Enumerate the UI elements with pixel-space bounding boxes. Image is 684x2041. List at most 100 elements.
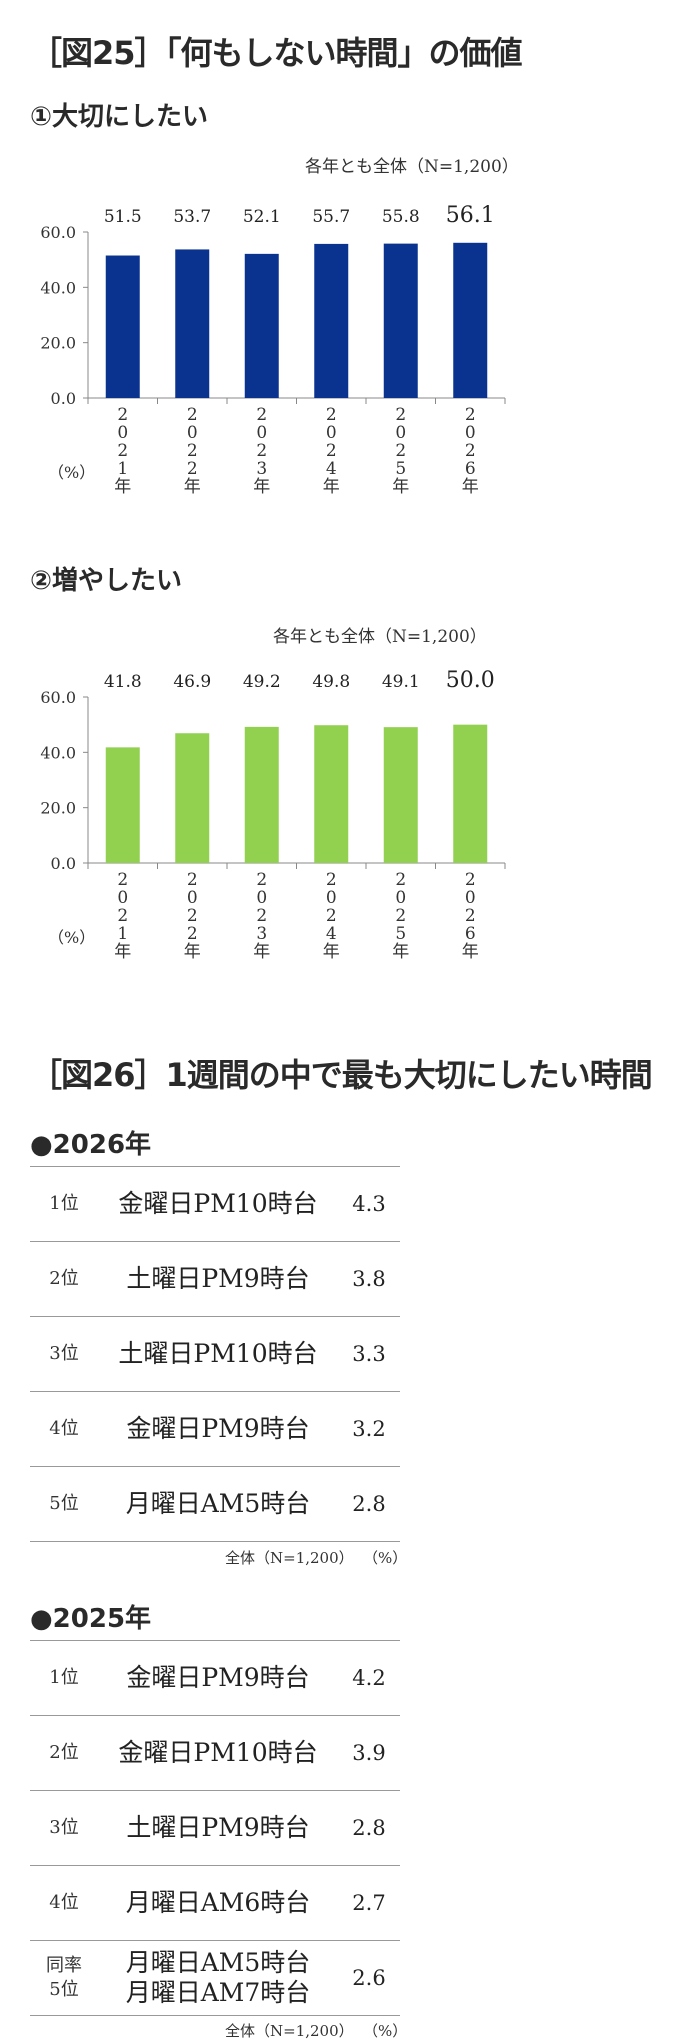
ranking-table-2025: 1位 金曜日PM9時台 4.2 2位 金曜日PM10時台 3.9 3位 土曜日PM9時台 2.8… [30, 1640, 400, 2016]
rank-position: 2位 [49, 1268, 79, 1289]
rank-heading-2025: ●2025年 [30, 1604, 152, 1634]
table-row: 1位 金曜日PM9時台 4.2 [30, 1640, 400, 1716]
data-label: 49.8 [312, 672, 350, 692]
rank-item: 土曜日PM9時台 [126, 1813, 310, 1842]
data-label: 55.7 [312, 207, 350, 227]
rank-heading-2026: ●2026年 [30, 1130, 152, 1160]
table-row: 3位 土曜日PM9時台 2.8 [30, 1791, 400, 1866]
rank-base-note-2026: 全体（N=1,200） [225, 1549, 354, 1567]
rank-value: 2.8 [352, 1816, 386, 1840]
chart2-subtitle: ②増やしたい [30, 566, 183, 596]
chart1-subtitle: ①大切にしたい [30, 102, 209, 132]
rank-item: 金曜日PM9時台 [126, 1414, 310, 1443]
rank-value: 2.6 [352, 1966, 386, 1990]
rank-item: 金曜日PM10時台 [118, 1738, 318, 1767]
bar [244, 726, 279, 863]
rank-position: 4位 [49, 1418, 79, 1439]
table-row: 3位 土曜日PM10時台 3.3 [30, 1317, 400, 1392]
rank-value: 2.8 [352, 1492, 386, 1516]
rank-base-note-2025: 全体（N=1,200） [225, 2022, 354, 2040]
rank-position: 5位 [49, 1493, 79, 1514]
unit-label: （%） [48, 928, 95, 947]
rank-position: 同率 5位 [46, 1955, 82, 2000]
table-row: 1位 金曜日PM10時台 4.3 [30, 1166, 400, 1242]
y-tick-label: 40.0 [40, 743, 76, 762]
rank-value: 4.3 [352, 1192, 386, 1216]
rank-position: 1位 [49, 1667, 79, 1688]
data-label: 51.5 [104, 207, 142, 227]
rank-item: 土曜日PM9時台 [126, 1264, 310, 1293]
data-label: 50.0 [446, 668, 495, 693]
chart1-sample-note: 各年とも全体（N=1,200） [305, 157, 519, 177]
table-row: 4位 月曜日AM6時台 2.7 [30, 1866, 400, 1941]
data-label: 41.8 [104, 672, 142, 692]
unit-label: （%） [48, 463, 95, 482]
fig26-title: ［図26］1週間の中で最も大切にしたい時間 [30, 1056, 653, 1094]
data-label: 49.2 [243, 672, 281, 692]
bar [453, 724, 488, 863]
rank-item: 土曜日PM10時台 [118, 1339, 318, 1368]
rank-item: 月曜日AM6時台 [125, 1888, 311, 1917]
rank-position: 2位 [49, 1742, 79, 1763]
rank-value: 3.2 [352, 1417, 386, 1441]
data-label: 55.8 [382, 207, 420, 227]
y-tick-label: 20.0 [40, 799, 76, 818]
table-row: 2位 金曜日PM10時台 3.9 [30, 1716, 400, 1791]
data-label: 49.1 [382, 672, 420, 692]
rank-position: 3位 [49, 1817, 79, 1838]
y-tick-label: 60.0 [40, 688, 76, 707]
data-label: 56.1 [446, 203, 495, 228]
rank-position: 4位 [49, 1892, 79, 1913]
data-label: 53.7 [173, 207, 211, 227]
bar [175, 733, 210, 863]
data-label: 46.9 [173, 672, 211, 692]
rank-position: 3位 [49, 1343, 79, 1364]
rank-unit-note-2025: （%） [363, 2022, 408, 2040]
chart2-bar-chart: 0.0 20.0 40.0 60.0 41.8 2 0 2 1 年 46.9 2 0 2 2 年 49.2 2 0 2… [40, 668, 506, 962]
y-tick-label: 60.0 [40, 223, 76, 242]
rank-value: 2.7 [352, 1891, 386, 1915]
bar [175, 249, 210, 398]
table-row: 2位 土曜日PM9時台 3.8 [30, 1242, 400, 1317]
rank-item: 月曜日AM5時台 [125, 1489, 311, 1518]
rank-item: 金曜日PM9時台 [126, 1663, 310, 1692]
bar [314, 243, 349, 398]
bar [383, 727, 418, 863]
bar [105, 255, 140, 398]
y-tick-label: 0.0 [51, 389, 76, 408]
ranking-table-2026: 1位 金曜日PM10時台 4.3 2位 土曜日PM9時台 3.8 3位 土曜日PM10時台 3.… [30, 1166, 400, 1542]
rank-item: 金曜日PM10時台 [118, 1189, 318, 1218]
chart2-sample-note: 各年とも全体（N=1,200） [273, 627, 487, 647]
rank-value: 4.2 [352, 1666, 386, 1690]
bar [383, 243, 418, 398]
rank-value: 3.3 [352, 1342, 386, 1366]
rank-value: 3.9 [352, 1741, 386, 1765]
y-tick-label: 20.0 [40, 334, 76, 353]
bar [314, 725, 349, 863]
bar [105, 747, 140, 863]
bar [453, 242, 488, 398]
chart1-bar-chart: 0.0 20.0 40.0 60.0 51.5 2 0 2 1 年 53.7 2 0 2 2 年 52.1 2 0 2… [40, 203, 506, 497]
data-label: 52.1 [243, 207, 281, 227]
rank-unit-note-2026: （%） [363, 1549, 408, 1567]
fig25-title: ［図25］「何もしない時間」の価値 [30, 34, 523, 72]
y-tick-label: 0.0 [51, 854, 76, 873]
rank-value: 3.8 [352, 1267, 386, 1291]
rank-item: 月曜日AM5時台 月曜日AM7時台 [125, 1948, 311, 2007]
table-row: 4位 金曜日PM9時台 3.2 [30, 1392, 400, 1467]
rank-position: 1位 [49, 1193, 79, 1214]
bar [244, 253, 279, 398]
table-row: 同率 5位 月曜日AM5時台 月曜日AM7時台 2.6 [30, 1941, 400, 2016]
